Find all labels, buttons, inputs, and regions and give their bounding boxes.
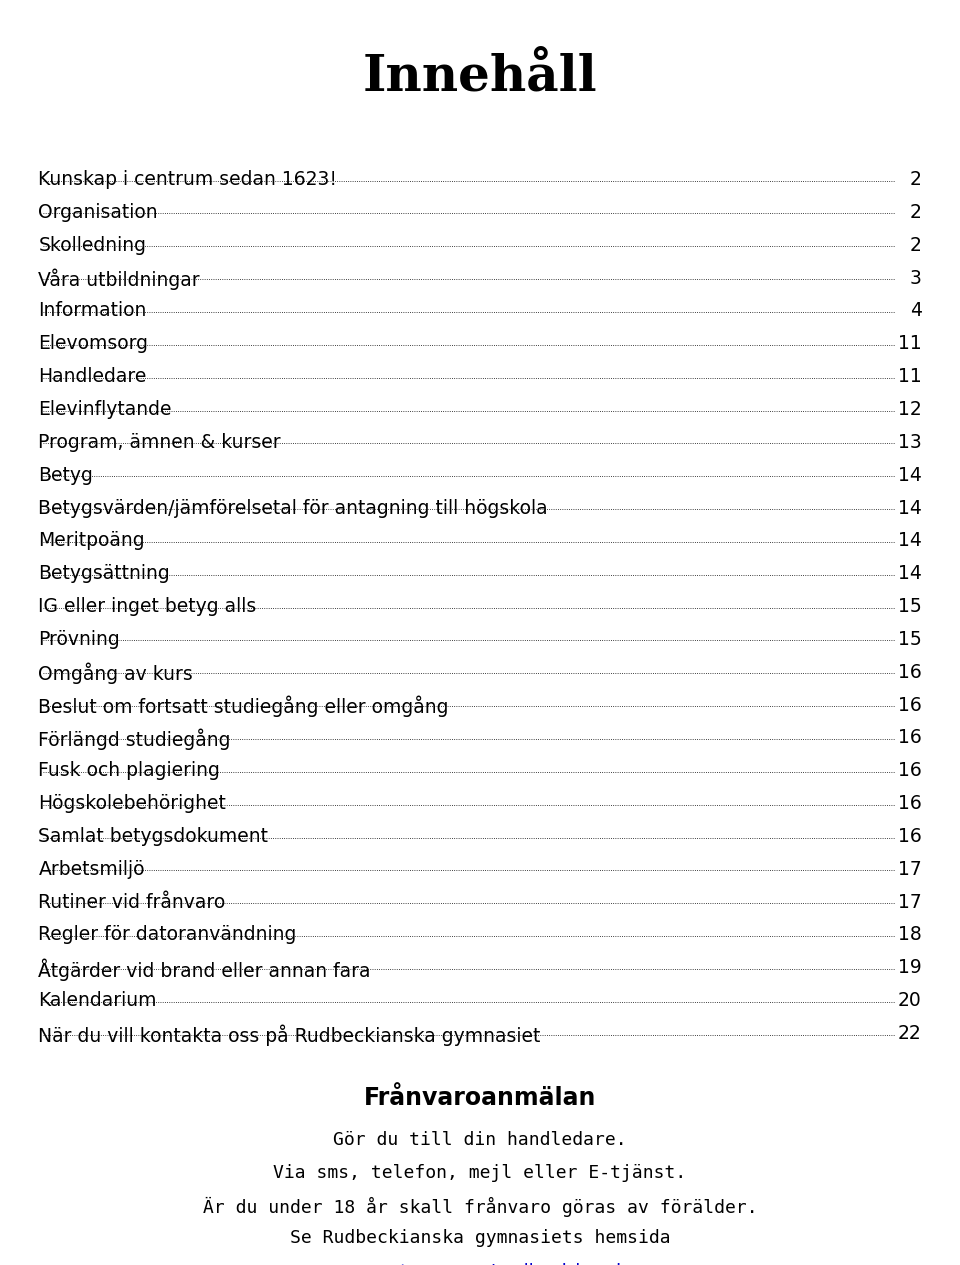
Text: Organisation: Organisation <box>38 202 158 221</box>
Text: 14: 14 <box>898 564 922 583</box>
Text: 16: 16 <box>898 762 922 781</box>
Text: IG eller inget betyg alls: IG eller inget betyg alls <box>38 597 256 616</box>
Text: Fusk och plagiering: Fusk och plagiering <box>38 762 220 781</box>
Text: När du vill kontakta oss på Rudbeckianska gymnasiet: När du vill kontakta oss på Rudbeckiansk… <box>38 1023 540 1045</box>
Text: 16: 16 <box>898 663 922 682</box>
Text: 2: 2 <box>910 202 922 221</box>
Text: Omgång av kurs: Omgång av kurs <box>38 663 193 684</box>
Text: 19: 19 <box>898 959 922 978</box>
Text: Handledare: Handledare <box>38 367 147 386</box>
Text: 22: 22 <box>898 1023 922 1044</box>
Text: Program, ämnen & kurser: Program, ämnen & kurser <box>38 433 281 452</box>
Text: Se Rudbeckianska gymnasiets hemsida: Se Rudbeckianska gymnasiets hemsida <box>290 1230 670 1247</box>
Text: Meritpoäng: Meritpoäng <box>38 531 145 550</box>
Text: 16: 16 <box>898 729 922 748</box>
Text: 14: 14 <box>898 466 922 484</box>
Text: Regler för datoranvändning: Regler för datoranvändning <box>38 926 297 945</box>
Text: Innehåll: Innehåll <box>363 53 597 101</box>
Text: Är du under 18 år skall frånvaro göras av förälder.: Är du under 18 år skall frånvaro göras a… <box>203 1197 757 1217</box>
Text: Information: Information <box>38 301 147 320</box>
Text: Prövning: Prövning <box>38 630 120 649</box>
Text: Skolledning: Skolledning <box>38 235 146 254</box>
Text: Kunskap i centrum sedan 1623!: Kunskap i centrum sedan 1623! <box>38 170 337 188</box>
Text: Betyg: Betyg <box>38 466 93 484</box>
Text: 2: 2 <box>910 170 922 188</box>
Text: Åtgärder vid brand eller annan fara: Åtgärder vid brand eller annan fara <box>38 959 371 980</box>
Text: Kalendarium: Kalendarium <box>38 992 156 1011</box>
Text: Våra utbildningar: Våra utbildningar <box>38 268 200 290</box>
Text: Gör du till din handledare.: Gör du till din handledare. <box>333 1131 627 1149</box>
Text: 20: 20 <box>898 992 922 1011</box>
Text: 3: 3 <box>910 268 922 287</box>
Text: 16: 16 <box>898 827 922 846</box>
Text: Elevinflytande: Elevinflytande <box>38 400 172 419</box>
Text: www.vasteras.se/rudbeckianska: www.vasteras.se/rudbeckianska <box>323 1262 637 1265</box>
Text: 17: 17 <box>898 860 922 879</box>
Text: 13: 13 <box>898 433 922 452</box>
Text: 14: 14 <box>898 498 922 517</box>
Text: Elevomsorg: Elevomsorg <box>38 334 149 353</box>
Text: 16: 16 <box>898 794 922 813</box>
Text: Arbetsmiljö: Arbetsmiljö <box>38 860 145 879</box>
Text: Betygsvärden/jämförelsetal för antagning till högskola: Betygsvärden/jämförelsetal för antagning… <box>38 498 548 517</box>
Text: 15: 15 <box>898 597 922 616</box>
Text: 18: 18 <box>898 926 922 945</box>
Text: Frånvaroanmälan: Frånvaroanmälan <box>364 1087 596 1111</box>
Text: 2: 2 <box>910 235 922 254</box>
Text: 11: 11 <box>898 334 922 353</box>
Text: Betygsättning: Betygsättning <box>38 564 170 583</box>
Text: Beslut om fortsatt studiegång eller omgång: Beslut om fortsatt studiegång eller omgå… <box>38 696 449 717</box>
Text: Högskolebehörighet: Högskolebehörighet <box>38 794 227 813</box>
Text: 11: 11 <box>898 367 922 386</box>
Text: Samlat betygsdokument: Samlat betygsdokument <box>38 827 269 846</box>
Text: Rutiner vid frånvaro: Rutiner vid frånvaro <box>38 893 226 912</box>
Text: 17: 17 <box>898 893 922 912</box>
Text: 4: 4 <box>909 301 922 320</box>
Text: 14: 14 <box>898 531 922 550</box>
Text: 12: 12 <box>898 400 922 419</box>
Text: Förlängd studiegång: Förlängd studiegång <box>38 729 231 750</box>
Text: 15: 15 <box>898 630 922 649</box>
Text: 16: 16 <box>898 696 922 715</box>
Text: Via sms, telefon, mejl eller E-tjänst.: Via sms, telefon, mejl eller E-tjänst. <box>274 1164 686 1182</box>
